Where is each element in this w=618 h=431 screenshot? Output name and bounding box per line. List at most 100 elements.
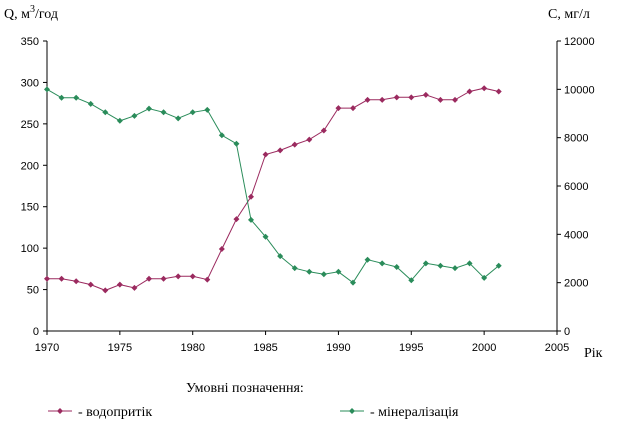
data-point [204,106,211,113]
data-point [262,151,269,158]
y-left-tick-label: 0 [33,326,39,338]
y-left-tick-label: 100 [21,243,39,255]
y-left-tick-label: 350 [21,36,39,48]
y-left-label-superscript: 3 [30,4,35,15]
data-point [277,147,284,154]
legend-item: - водопритік [48,405,152,420]
legend-title: Умовні позначення: [186,381,304,396]
data-point [379,96,386,103]
legend-swatch-marker [57,408,63,414]
data-point [495,262,502,269]
data-point [102,287,109,294]
data-point [393,94,400,101]
data-point [218,132,225,139]
x-tick-label: 1985 [253,342,277,354]
data-point [146,105,152,112]
data-point [277,253,284,260]
y-left-axis-title: Q, м3/год [4,4,58,22]
data-point [379,260,386,267]
x-tick-label: 2005 [545,342,569,354]
data-point [146,275,152,282]
data-point [364,96,371,103]
data-point [248,216,254,223]
data-point [291,265,298,272]
y-left-tick-label: 50 [27,285,39,297]
y-left-label-tail: /год [35,7,58,22]
y-left-tick-label: 150 [21,202,39,214]
data-point [44,86,50,93]
data-point [87,100,94,107]
data-point [262,233,269,240]
y-right-tick-label: 10000 [564,84,595,96]
legend: - водопритік - мінералізація [48,405,459,420]
data-point [160,275,167,282]
data-point [116,117,123,124]
data-point [73,278,80,285]
x-tick-label: 1980 [180,342,204,354]
data-point [87,281,94,288]
data-point [306,136,313,143]
data-point [58,275,65,282]
data-point [408,94,415,101]
data-point [422,91,429,98]
data-point [408,277,415,284]
legend-label: - водопритік [78,405,152,420]
data-point [320,127,327,134]
data-point [335,105,342,112]
data-point [495,88,502,95]
data-point [437,262,444,269]
data-point [466,260,473,267]
data-point [481,274,488,281]
data-point [481,85,488,92]
data-point [306,268,313,275]
y-right-axis-title: С, мг/л [548,7,590,22]
legend-swatch-marker [349,408,355,414]
data-point [335,268,342,275]
axes [43,40,561,335]
data-point [452,265,458,272]
data-point [204,276,211,283]
y-left-tick-label: 250 [21,119,39,131]
data-point [422,260,429,267]
data-point [233,216,240,223]
data-point [58,94,65,101]
data-point [175,115,182,122]
y-right-tick-label: 12000 [564,36,595,48]
legend-item: - мінералізація [340,405,459,420]
data-point [393,263,400,270]
data-point [437,96,444,103]
data-point [189,273,196,280]
series-layer [44,85,502,294]
y-left-tick-label: 200 [21,160,39,172]
data-point [44,275,50,282]
x-tick-label: 1970 [35,342,59,354]
series-line [47,87,499,291]
data-point [218,245,225,252]
series-line [46,88,500,284]
y-right-tick-label: 2000 [564,278,588,290]
y-right-tick-label: 0 [564,326,570,338]
data-point [350,279,356,286]
y-left-tick-label: 300 [21,77,39,89]
x-tick-label: 1995 [399,342,423,354]
data-point [189,109,196,116]
data-point [131,284,138,291]
tick-labels: 0 50 100 150 200 250 300 350 0 2000 4000 6000 8000 10… [21,36,595,354]
x-tick-label: 1975 [108,342,132,354]
data-point [364,256,371,263]
data-point [102,109,109,116]
data-point [320,271,327,278]
x-tick-label: 2000 [472,342,496,354]
y-right-tick-label: 8000 [564,133,588,145]
legend-label: - мінералізація [370,405,459,420]
data-point [350,105,356,112]
series-2 [44,86,502,286]
data-point [233,140,240,147]
x-tick-label: 1990 [326,342,350,354]
series-1 [44,85,502,294]
data-point [248,193,254,200]
data-point [73,94,80,101]
data-point [175,273,182,280]
data-point [291,141,298,148]
